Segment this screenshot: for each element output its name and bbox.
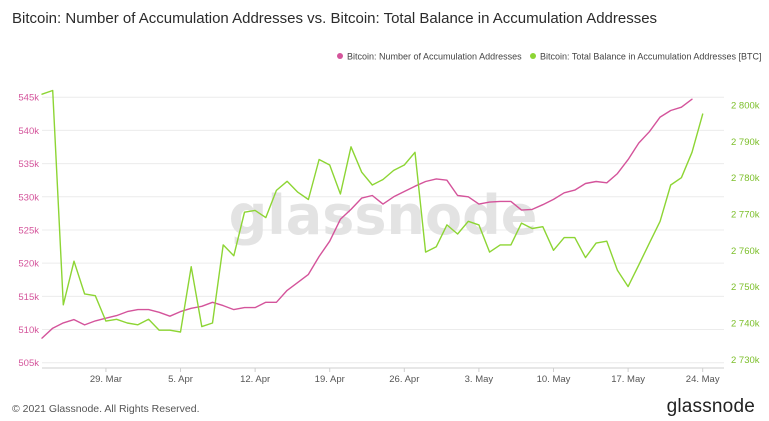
- x-tick-label: 10. May: [537, 374, 571, 385]
- y-right-tick-label: 2 770k: [731, 210, 760, 221]
- x-axis: 29. Mar 5. Apr 12. Apr 19. Apr 26. Apr 3. May…: [90, 368, 720, 385]
- legend-label: Bitcoin: Number of Accumulation Addresse…: [347, 52, 522, 62]
- y-left-tick-label: 510k: [18, 325, 39, 336]
- legend[interactable]: Bitcoin: Number of Accumulation Addresse…: [337, 52, 761, 62]
- y-left-tick-label: 520k: [18, 259, 39, 270]
- y-right-tick-label: 2 800k: [731, 101, 760, 112]
- x-tick-label: 17. May: [611, 374, 645, 385]
- legend-item-accumulation-addresses[interactable]: Bitcoin: Number of Accumulation Addresse…: [337, 52, 522, 62]
- y-right-tick-label: 2 730k: [731, 355, 760, 366]
- legend-swatch-green: [530, 53, 536, 59]
- y-left-tick-label: 525k: [18, 225, 39, 236]
- x-tick-label: 24. May: [686, 374, 720, 385]
- y-right-tick-label: 2 790k: [731, 137, 760, 148]
- y-left-tick-label: 535k: [18, 159, 39, 170]
- x-tick-label: 29. Mar: [90, 374, 122, 385]
- series-line-total-balance: [41, 89, 704, 333]
- series-line-accumulation-addresses: [41, 98, 693, 339]
- y-left-tick-label: 540k: [18, 126, 39, 137]
- series-lines: [41, 89, 704, 339]
- x-tick-label: 19. Apr: [315, 374, 345, 385]
- legend-label: Bitcoin: Total Balance in Accumulation A…: [540, 52, 761, 62]
- glassnode-logo[interactable]: glassnode: [666, 396, 755, 417]
- y-right-tick-label: 2 740k: [731, 318, 760, 329]
- x-tick-label: 5. Apr: [168, 374, 193, 385]
- y-right-tick-label: 2 750k: [731, 282, 760, 293]
- footer-copyright: © 2021 Glassnode. All Rights Reserved.: [12, 403, 200, 415]
- grid-lines: [42, 96, 724, 369]
- y-right-tick-label: 2 780k: [731, 173, 760, 184]
- legend-swatch-pink: [337, 53, 343, 59]
- y-axis-right: 2 730k 2 740k 2 750k 2 760k 2 770k 2 780k 2 79…: [731, 101, 760, 366]
- x-tick-label: 26. Apr: [389, 374, 419, 385]
- y-left-tick-label: 515k: [18, 292, 39, 303]
- chart-title: Bitcoin: Number of Accumulation Addresse…: [12, 10, 658, 27]
- chart-watermark: glassnode: [229, 184, 538, 247]
- y-right-tick-label: 2 760k: [731, 246, 760, 257]
- legend-item-total-balance[interactable]: Bitcoin: Total Balance in Accumulation A…: [530, 52, 761, 62]
- x-tick-label: 12. Apr: [240, 374, 270, 385]
- y-axis-left: 505k 510k 515k 520k 525k 530k 535k 540k 545k: [18, 93, 39, 369]
- y-left-tick-label: 530k: [18, 192, 39, 203]
- x-tick-label: 3. May: [465, 374, 494, 385]
- y-left-tick-label: 545k: [18, 93, 39, 104]
- y-left-tick-label: 505k: [18, 358, 39, 369]
